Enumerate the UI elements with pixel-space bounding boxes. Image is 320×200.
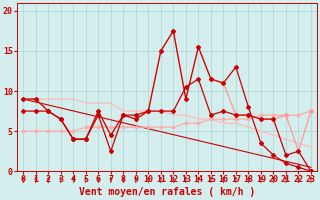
X-axis label: Vent moyen/en rafales ( km/h ): Vent moyen/en rafales ( km/h ) — [79, 187, 255, 197]
